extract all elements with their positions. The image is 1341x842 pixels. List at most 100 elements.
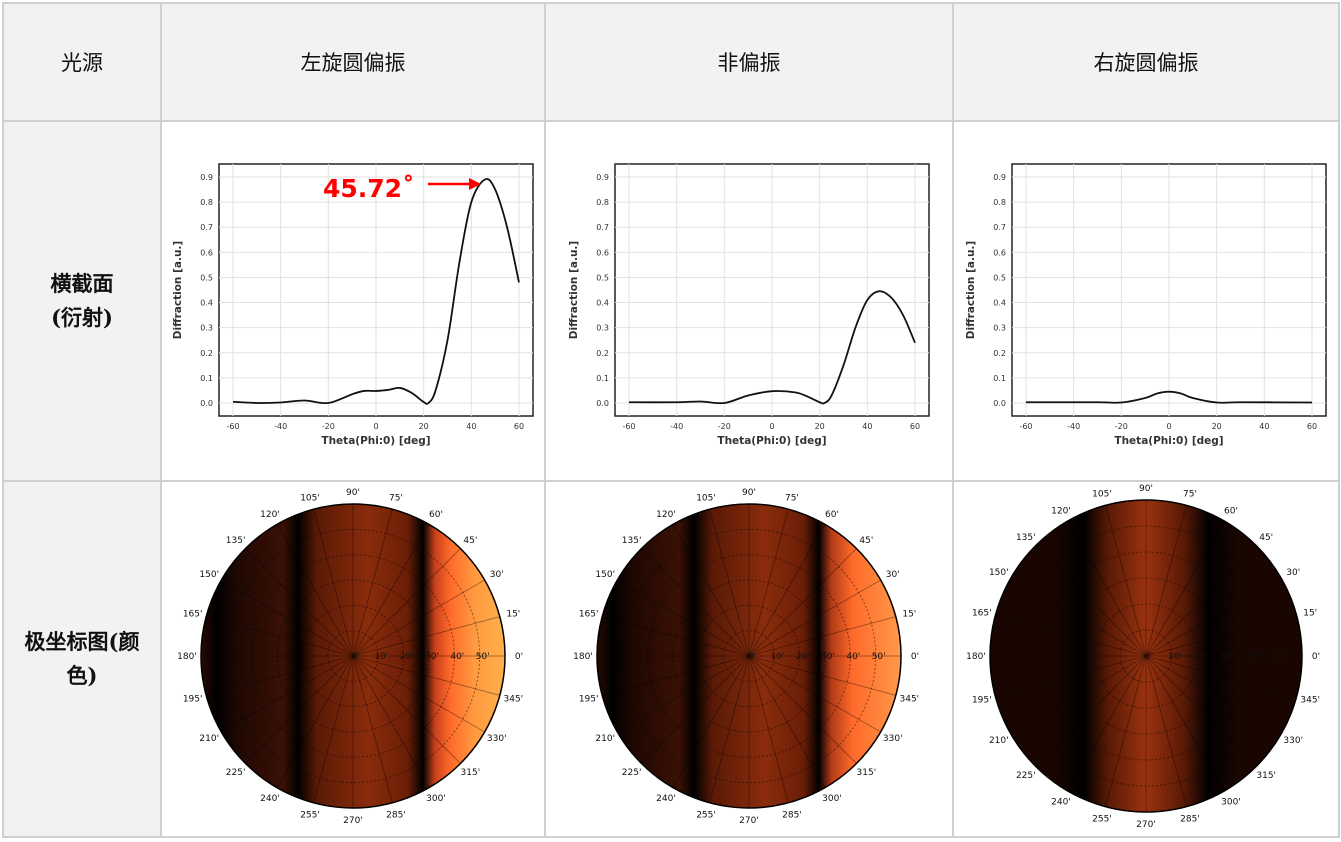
x-tick-label: 40 — [862, 422, 872, 431]
angle-label: 345' — [1300, 695, 1320, 705]
y-tick-label: 0.0 — [993, 399, 1006, 408]
angle-spoke — [352, 655, 485, 733]
angle-spoke — [1145, 520, 1225, 657]
angle-spoke — [313, 655, 354, 803]
angle-spoke — [602, 655, 750, 696]
angle-label: 315' — [857, 768, 877, 778]
radial-gridline — [1093, 603, 1199, 709]
angle-spoke — [276, 524, 354, 657]
angle-spoke — [352, 524, 430, 657]
angle-label: 165' — [579, 610, 599, 620]
angle-label: 120' — [656, 510, 676, 520]
angle-spoke — [1067, 520, 1147, 657]
angle-label: 255' — [300, 810, 320, 820]
angle-spoke — [748, 655, 881, 733]
angle-label: 0' — [911, 652, 919, 662]
annotation-arrowhead — [469, 178, 481, 190]
angle-label: 225' — [226, 768, 246, 778]
data-line — [1025, 390, 1313, 404]
y-tick-label: 0.9 — [200, 173, 213, 182]
x-tick-label: -60 — [226, 422, 239, 431]
angle-spoke — [1145, 655, 1225, 792]
angle-label: 270' — [739, 816, 759, 826]
y-tick-label: 0.0 — [200, 399, 213, 408]
radial-label: 40' — [846, 652, 860, 662]
angle-spoke — [617, 579, 750, 657]
radial-gridline — [301, 604, 405, 708]
row-label-line: (衍射) — [51, 305, 113, 330]
polar-disc — [596, 503, 902, 809]
angle-label: 330' — [1283, 736, 1303, 746]
angle-label: 15' — [506, 610, 520, 620]
radial-label: 10' — [374, 652, 388, 662]
polar-plot-rcp: 0' 15' 30' 45' 60' 75' 90' 105' 120' 135' 150' 165'… — [966, 484, 1320, 830]
angle-label: 60' — [429, 510, 443, 520]
cell-unpolarized-polar: 0' 15' 30' 45' 60' 75' 90' 105' 120' 135' 150' 165'… — [544, 480, 954, 838]
radial-label: 40' — [450, 652, 464, 662]
angle-spoke — [1035, 545, 1147, 657]
angle-spoke — [245, 548, 354, 657]
angle-label: 285' — [1180, 814, 1200, 824]
angle-label: 255' — [696, 810, 716, 820]
x-tick-label: 20 — [1212, 422, 1222, 431]
radial-label: 30' — [1220, 652, 1234, 662]
angle-spoke — [1145, 655, 1297, 697]
y-axis-label: Diffraction [a.u.] — [172, 241, 184, 339]
x-tick-label: 20 — [815, 422, 825, 431]
y-tick-label: 0.4 — [200, 299, 213, 308]
angle-spoke — [1105, 505, 1147, 657]
angle-label: 240' — [656, 794, 676, 804]
angle-spoke — [1145, 655, 1187, 807]
angle-label: 240' — [260, 794, 280, 804]
y-tick-label: 0.5 — [993, 273, 1006, 282]
radial-gridline — [723, 630, 775, 682]
angle-spoke — [1010, 655, 1147, 735]
radial-label: 50' — [476, 652, 490, 662]
angle-label: 180' — [966, 652, 986, 662]
header-lcp: 左旋圆偏振 — [160, 2, 546, 122]
angle-label: 195' — [183, 694, 203, 704]
angle-label: 60' — [1224, 507, 1238, 517]
x-axis-label: Theta(Phi:0) [deg] — [1114, 435, 1223, 447]
radial-label: 20' — [796, 652, 810, 662]
radial-gridline — [672, 579, 826, 733]
angle-label: 105' — [696, 494, 716, 504]
data-line — [628, 290, 916, 405]
angle-label: 270' — [1136, 820, 1156, 830]
y-tick-label: 0.4 — [596, 299, 609, 308]
angle-spoke — [748, 548, 857, 657]
x-tick-label: 60 — [514, 422, 524, 431]
x-axis-label: Theta(Phi:0) [deg] — [321, 435, 430, 447]
angle-label: 90' — [1139, 484, 1153, 494]
angle-label: 345' — [900, 694, 920, 704]
angle-spoke — [352, 509, 393, 657]
x-tick-label: -20 — [322, 422, 335, 431]
angle-label: 75' — [389, 494, 403, 504]
polar-plot-lcp: 0' 15' 30' 45' 60' 75' 90' 105' 120' 135' 150' 165'… — [177, 488, 523, 826]
x-tick-label: 0 — [373, 422, 378, 431]
x-tick-label: -20 — [718, 422, 731, 431]
angle-spoke — [352, 655, 461, 764]
radial-label: 10' — [1168, 652, 1182, 662]
radial-label: 20' — [400, 652, 414, 662]
angle-spoke — [206, 655, 354, 696]
angle-spoke — [1010, 577, 1147, 657]
row-label-line: 极坐标图(颜 — [24, 629, 140, 654]
angle-spoke — [352, 616, 500, 657]
data-line — [232, 178, 520, 405]
angle-label: 330' — [883, 734, 903, 744]
angle-spoke — [313, 509, 354, 657]
y-tick-label: 0.1 — [200, 374, 213, 383]
x-tick-label: 60 — [1307, 422, 1317, 431]
angle-label: 300' — [822, 794, 842, 804]
row-label-cross-section: 横截面 (衍射) — [2, 120, 162, 482]
radial-gridline — [1041, 551, 1251, 761]
angle-label: 150' — [199, 570, 219, 580]
x-tick-label: -40 — [1067, 422, 1080, 431]
cell-rcp-polar: 0' 15' 30' 45' 60' 75' 90' 105' 120' 135' 150' 165'… — [952, 480, 1340, 838]
angle-spoke — [748, 655, 896, 696]
radial-label: 0' — [1145, 652, 1153, 662]
radial-label: 0' — [352, 652, 360, 662]
y-tick-label: 0.7 — [993, 223, 1006, 232]
x-tick-label: -60 — [622, 422, 635, 431]
